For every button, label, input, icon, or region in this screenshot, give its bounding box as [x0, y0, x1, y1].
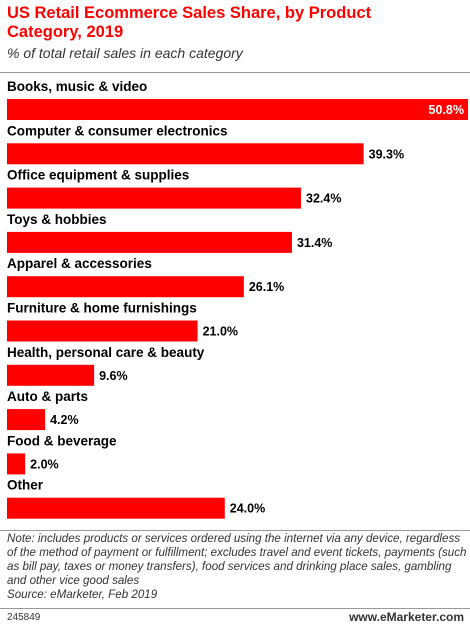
value-label: 4.2%: [50, 413, 79, 427]
value-label: 31.4%: [297, 236, 332, 250]
chart-id: 245849: [7, 612, 41, 623]
bar: [7, 187, 302, 209]
bar-chart: Books, music & video 50.8% Computer & cons…: [7, 79, 468, 519]
value-label: 50.8%: [429, 103, 464, 117]
category-label: Apparel & accessories: [7, 256, 152, 271]
bar: [7, 497, 225, 519]
bar: [7, 231, 292, 253]
value-label: 21.0%: [203, 325, 238, 339]
value-label: 9.6%: [99, 369, 128, 383]
chart-title: US Retail Ecommerce Sales Share, by Prod…: [7, 4, 372, 41]
value-label: 32.4%: [306, 192, 341, 206]
category-label: Food & beverage: [7, 433, 117, 448]
value-label: 2.0%: [30, 457, 58, 471]
value-label: 39.3%: [369, 147, 404, 161]
brand-link[interactable]: www.eMarketer.com: [349, 610, 464, 624]
category-label: Auto & parts: [7, 389, 88, 404]
top-divider: [0, 72, 470, 73]
bar: [7, 99, 468, 120]
chart-subtitle: % of total retail sales in each category: [7, 45, 243, 61]
notes-divider: [0, 530, 470, 531]
chart-notes: Note: includes products or services orde…: [7, 532, 467, 601]
bar: [7, 143, 364, 165]
footer-divider: [0, 608, 470, 609]
bar: [7, 364, 95, 386]
category-label: Books, music & video: [7, 79, 147, 94]
bar: [7, 276, 244, 298]
bar: [7, 409, 46, 431]
category-label: Toys & hobbies: [7, 212, 107, 227]
category-label: Furniture & home furnishings: [7, 301, 197, 316]
category-label: Other: [7, 478, 44, 493]
category-label: Computer & consumer electronics: [7, 123, 228, 138]
bar: [7, 320, 198, 342]
value-label: 26.1%: [249, 280, 284, 294]
category-label: Health, personal care & beauty: [7, 345, 205, 360]
category-label: Office equipment & supplies: [7, 168, 189, 183]
value-label: 24.0%: [230, 502, 265, 516]
bar: [7, 453, 26, 475]
